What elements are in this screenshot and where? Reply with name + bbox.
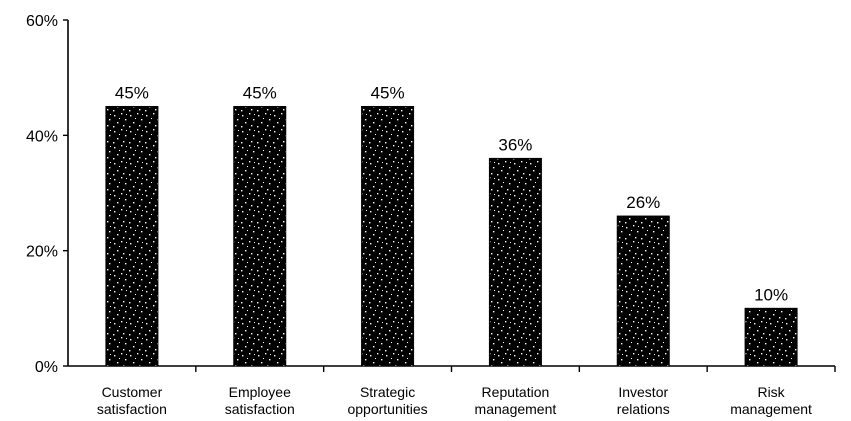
bar xyxy=(361,106,415,367)
y-tick-label: 60% xyxy=(26,13,58,30)
category-label: Reputation xyxy=(482,384,550,400)
category-label: relations xyxy=(617,401,670,417)
data-label: 45% xyxy=(115,84,149,103)
category-label: Customer xyxy=(102,384,163,400)
y-tick-label: 40% xyxy=(26,128,58,145)
labels: 0%20%40%60%45%Customersatisfaction45%Emp… xyxy=(26,13,812,417)
bar xyxy=(488,157,542,367)
category-label: satisfaction xyxy=(225,401,295,417)
bars xyxy=(105,106,798,367)
bar xyxy=(616,215,670,367)
data-label: 45% xyxy=(243,84,277,103)
category-label: management xyxy=(730,401,812,417)
data-label: 36% xyxy=(498,135,532,154)
data-label: 45% xyxy=(371,84,405,103)
category-label: management xyxy=(475,401,557,417)
bar xyxy=(744,307,798,367)
bar xyxy=(105,106,159,367)
category-label: Strategic xyxy=(360,384,415,400)
category-label: opportunities xyxy=(347,401,427,417)
category-label: Employee xyxy=(229,384,291,400)
data-label: 10% xyxy=(754,285,788,304)
bar xyxy=(233,106,287,367)
category-label: Risk xyxy=(757,384,785,400)
data-label: 26% xyxy=(626,193,660,212)
y-tick-label: 0% xyxy=(35,359,58,376)
category-label: Investor xyxy=(618,384,668,400)
category-label: satisfaction xyxy=(97,401,167,417)
y-tick-label: 20% xyxy=(26,244,58,261)
axes xyxy=(63,19,836,372)
